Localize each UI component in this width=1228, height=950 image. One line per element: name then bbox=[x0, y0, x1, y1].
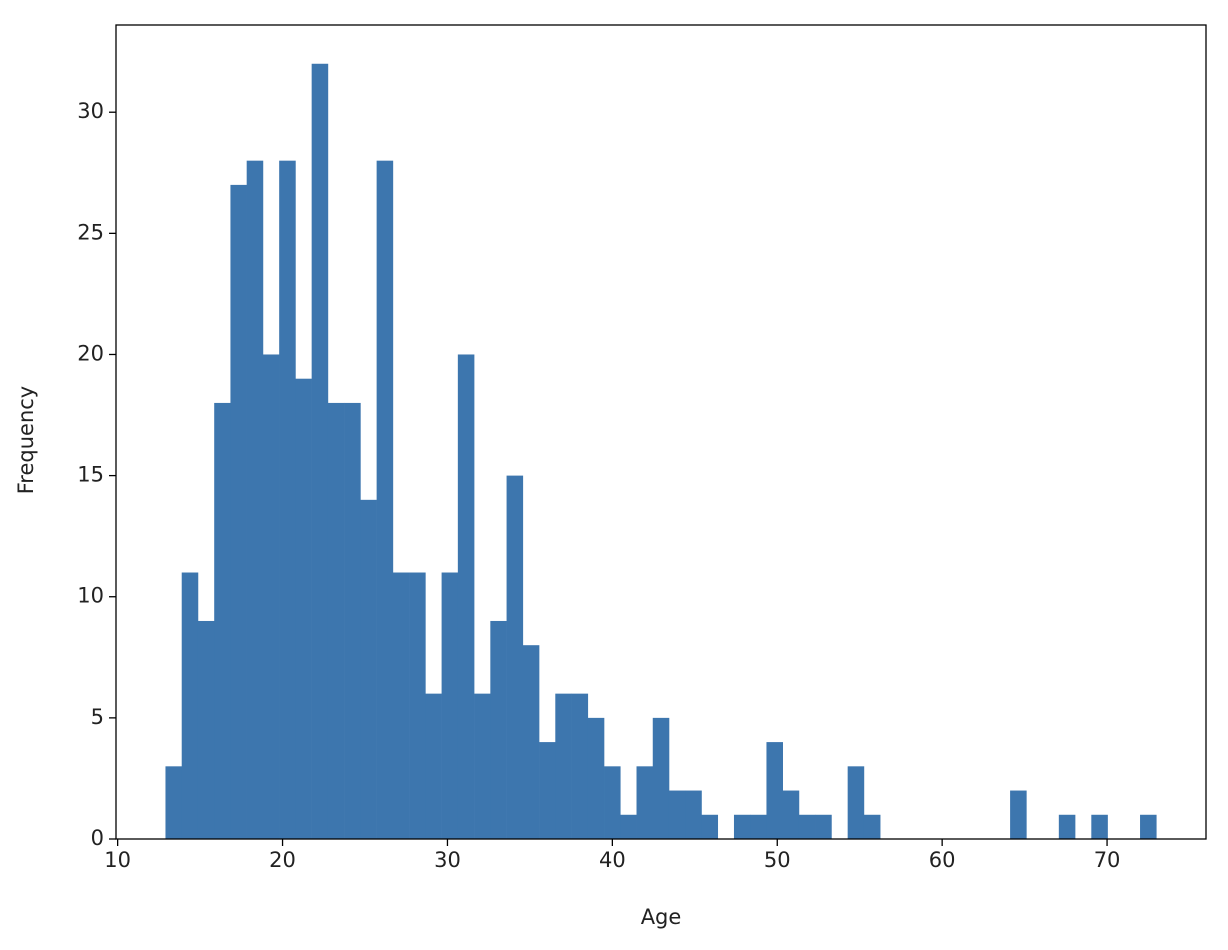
bar bbox=[1091, 814, 1108, 839]
y-tick-label: 0 bbox=[91, 826, 104, 850]
bar bbox=[246, 160, 264, 839]
bar bbox=[798, 814, 816, 839]
bar bbox=[620, 814, 637, 839]
plot-frame bbox=[115, 24, 1207, 840]
bar bbox=[571, 693, 589, 839]
y-tick-label: 30 bbox=[77, 99, 104, 123]
bar bbox=[539, 742, 556, 839]
bar bbox=[782, 790, 800, 839]
x-tick-label: 30 bbox=[434, 848, 461, 872]
bar bbox=[230, 184, 247, 840]
bar bbox=[766, 742, 783, 839]
bar bbox=[262, 354, 280, 839]
y-tick-label: 15 bbox=[77, 463, 104, 487]
bar bbox=[587, 717, 605, 839]
bar bbox=[652, 717, 670, 839]
bar bbox=[604, 766, 621, 839]
bar bbox=[279, 160, 296, 839]
bar bbox=[295, 378, 312, 839]
bar bbox=[636, 766, 654, 839]
bar bbox=[344, 402, 361, 839]
bar bbox=[327, 402, 345, 839]
bar bbox=[847, 766, 865, 839]
bar bbox=[360, 499, 377, 839]
bar bbox=[474, 693, 491, 839]
x-tick-label: 40 bbox=[599, 848, 626, 872]
bar bbox=[506, 475, 524, 839]
x-tick-label: 70 bbox=[1094, 848, 1121, 872]
bar bbox=[701, 814, 719, 839]
bar bbox=[409, 572, 426, 839]
y-tick-label: 20 bbox=[77, 341, 104, 365]
bar bbox=[181, 572, 199, 839]
bar bbox=[733, 814, 751, 839]
bar bbox=[392, 572, 410, 839]
x-axis-label: Age bbox=[641, 905, 682, 929]
bar bbox=[555, 693, 572, 839]
bar bbox=[197, 620, 215, 839]
bar bbox=[457, 354, 475, 839]
y-tick-label: 10 bbox=[77, 584, 104, 608]
bar bbox=[1140, 814, 1157, 839]
bar bbox=[750, 814, 767, 839]
x-tick-label: 10 bbox=[104, 848, 131, 872]
bar bbox=[668, 790, 686, 839]
x-tick-label: 20 bbox=[269, 848, 296, 872]
x-tick-label: 60 bbox=[929, 848, 956, 872]
y-axis-label: Frequency bbox=[14, 386, 38, 495]
bar bbox=[376, 160, 394, 839]
bar bbox=[490, 620, 507, 839]
bar bbox=[425, 693, 442, 839]
y-tick-label: 25 bbox=[77, 220, 104, 244]
x-tick-label: 50 bbox=[764, 848, 791, 872]
bar bbox=[1010, 790, 1027, 839]
bar bbox=[863, 814, 881, 839]
bar bbox=[165, 766, 183, 839]
bar bbox=[1058, 814, 1076, 839]
bar bbox=[522, 645, 540, 839]
bar bbox=[214, 402, 231, 839]
bar bbox=[311, 63, 329, 840]
bar bbox=[815, 814, 832, 839]
bar bbox=[685, 790, 702, 839]
y-tick-label: 5 bbox=[91, 705, 104, 729]
bar bbox=[441, 572, 459, 839]
